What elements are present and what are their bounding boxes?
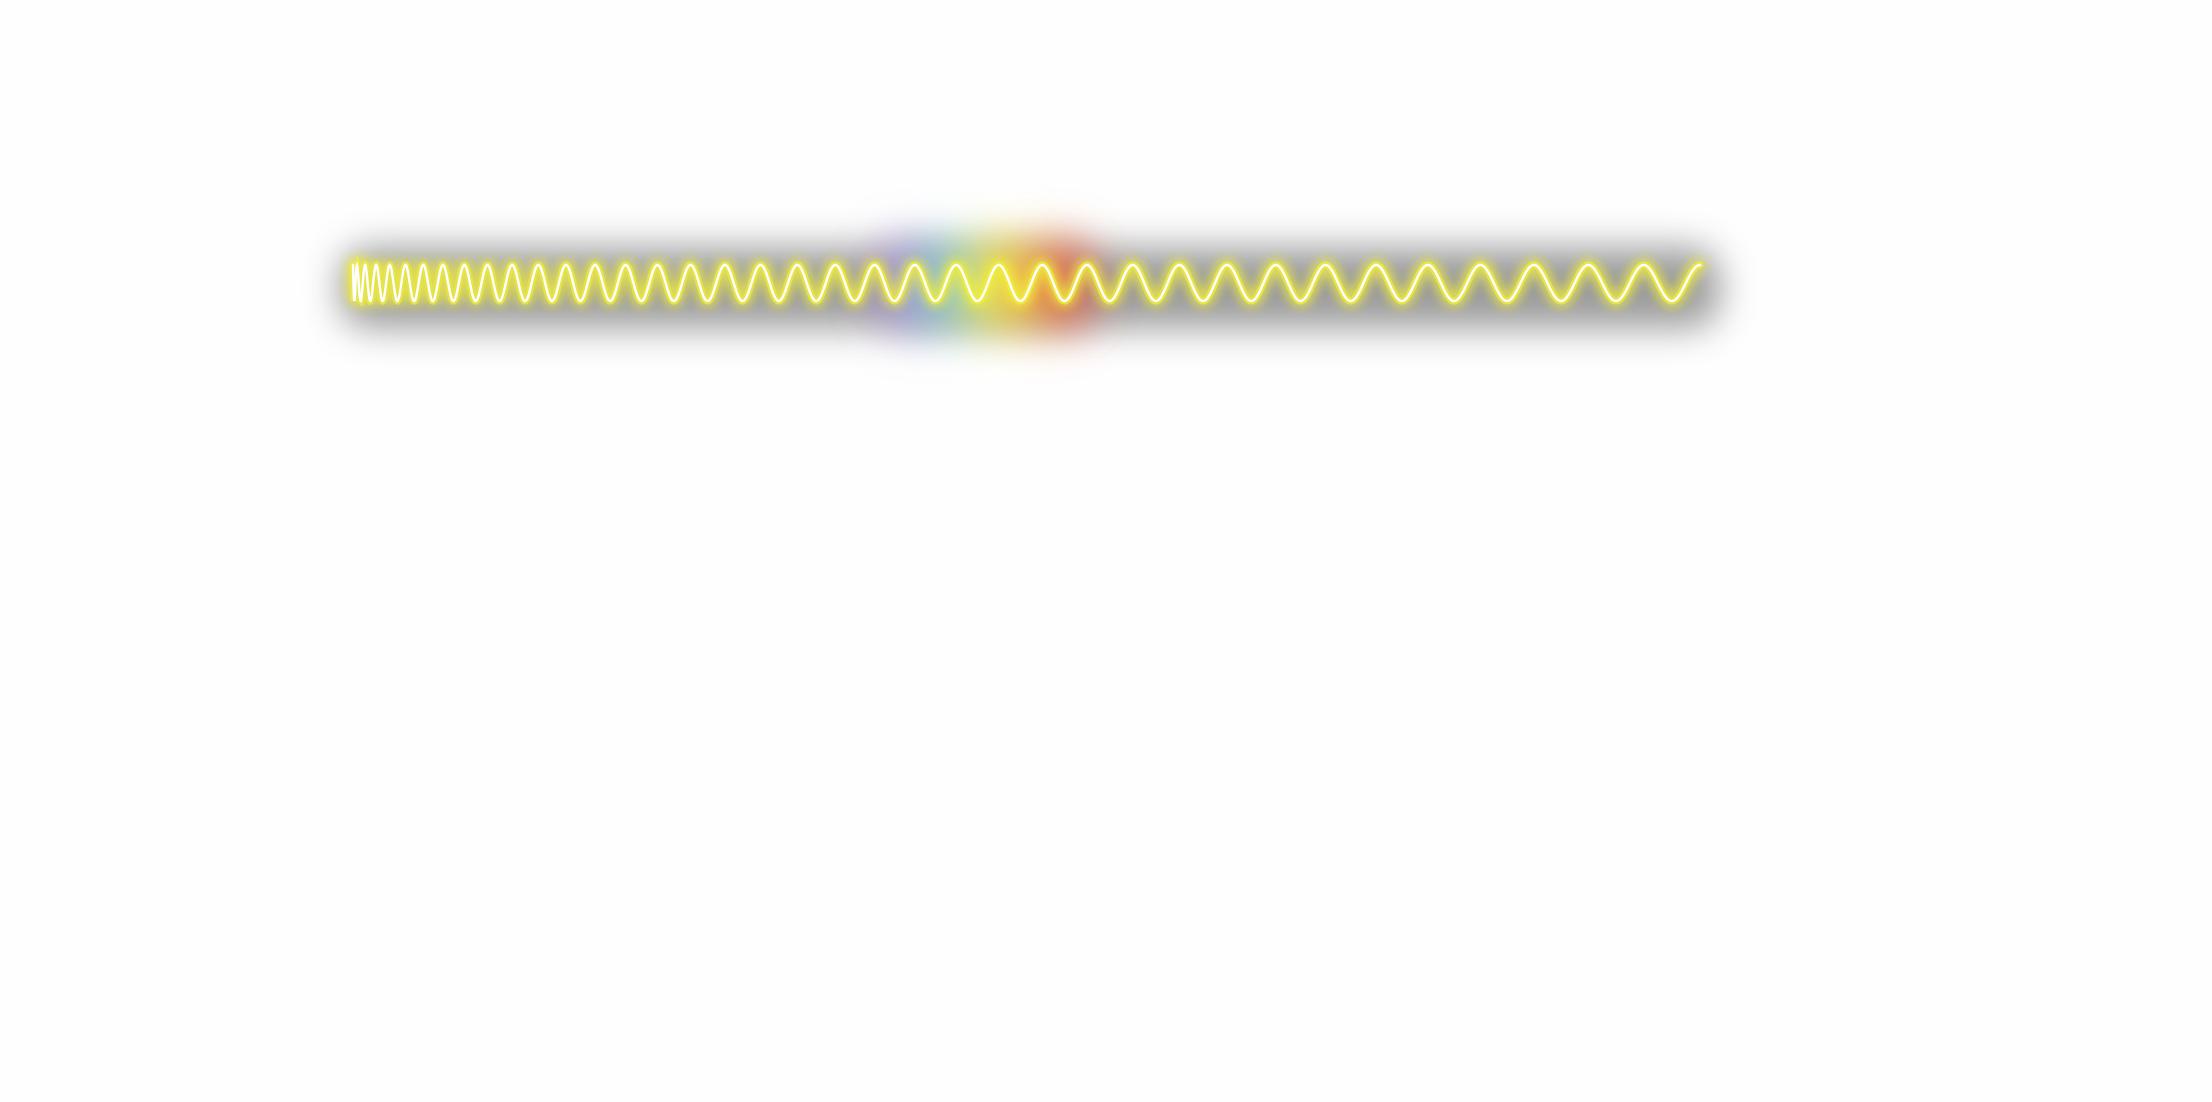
- wave: [349, 254, 1704, 307]
- visible-color-5: [1035, 237, 1095, 333]
- wave-core: [351, 261, 1702, 303]
